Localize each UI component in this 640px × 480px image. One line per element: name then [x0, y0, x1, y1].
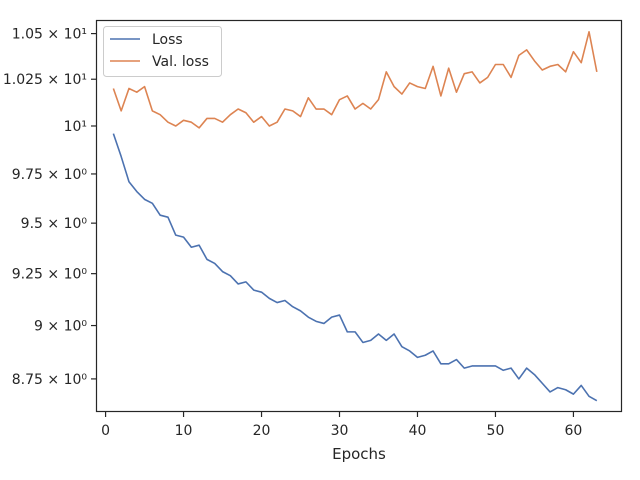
y-tick-label: 9.5 × 10⁰ — [21, 216, 88, 232]
x-axis-label: Epochs — [332, 445, 386, 463]
series-lines — [112, 30, 598, 402]
y-tick-label: 1.05 × 10¹ — [12, 27, 87, 43]
x-axis-ticks: 0 10 20 30 40 50 60 — [101, 411, 582, 439]
y-tick-label: 10¹ — [64, 119, 87, 135]
y-tick-label: 8.75 × 10⁰ — [12, 372, 88, 388]
x-tick-label: 60 — [565, 423, 583, 439]
x-tick-label: 20 — [253, 423, 271, 439]
series-line-loss — [112, 133, 598, 402]
y-axis-ticks: 8.75 × 10⁰ 9 × 10⁰ 9.25 × 10⁰ 9.5 × 10⁰ 9.75… — [3, 27, 97, 388]
x-tick-label: 50 — [487, 423, 505, 439]
y-tick-label: 9.75 × 10⁰ — [12, 167, 88, 183]
x-tick-label: 10 — [175, 423, 193, 439]
legend-label-val-loss: Val. loss — [152, 54, 209, 70]
y-tick-label: 9 × 10⁰ — [34, 319, 87, 335]
plot-frame — [95, 19, 623, 413]
y-tick-label: 9.25 × 10⁰ — [12, 267, 88, 283]
series-line-val-loss — [112, 30, 598, 129]
x-tick-label: 40 — [409, 423, 427, 439]
y-tick-label: 1.025 × 10¹ — [3, 72, 87, 88]
legend-label-loss: Loss — [152, 32, 183, 48]
x-tick-label: 0 — [101, 423, 110, 439]
x-tick-label: 30 — [331, 423, 349, 439]
legend: Loss Val. loss — [103, 26, 222, 77]
